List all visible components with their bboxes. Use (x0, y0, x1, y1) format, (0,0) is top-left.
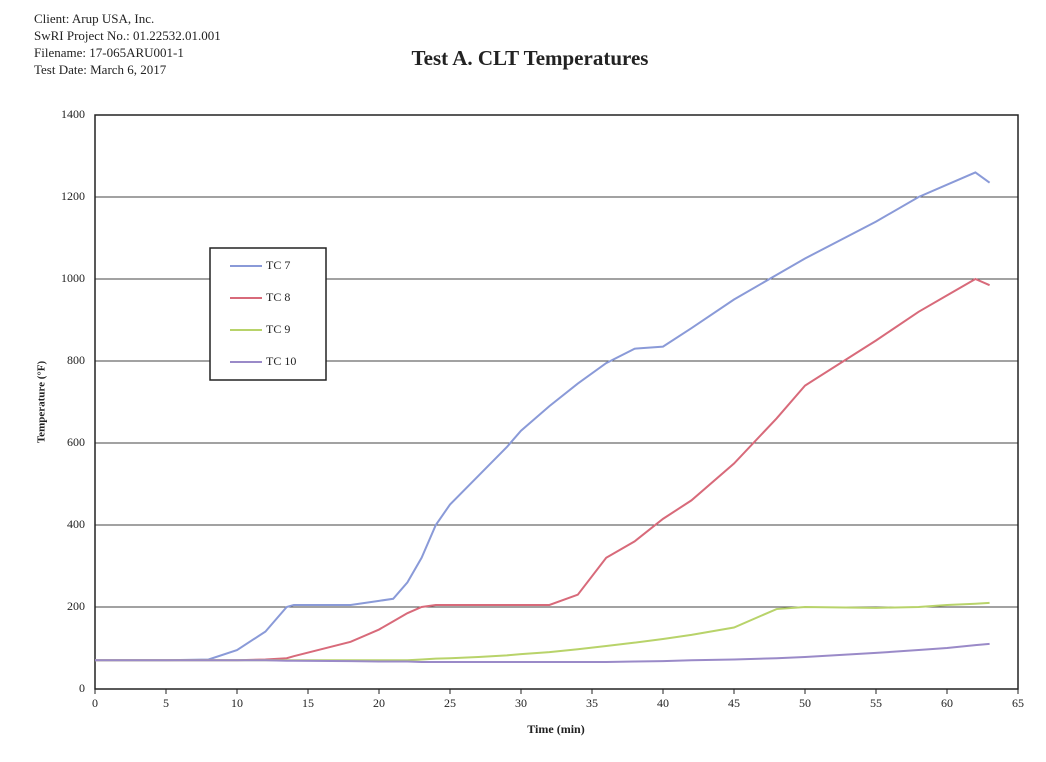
legend-label: TC 10 (266, 354, 296, 368)
x-tick-label: 5 (163, 696, 169, 710)
x-axis-label: Time (min) (527, 722, 584, 736)
y-tick-label: 400 (67, 517, 85, 531)
series-line (95, 171, 991, 662)
x-tick-label: 0 (92, 696, 98, 710)
x-tick-label: 60 (941, 696, 953, 710)
plot-frame (94, 114, 1019, 690)
x-tick-label: 15 (302, 696, 314, 710)
chart-title: Test A. CLT Temperatures (412, 46, 649, 70)
y-tick-label: 1400 (61, 107, 85, 121)
x-tick-label: 45 (728, 696, 740, 710)
y-tick-label: 600 (67, 435, 85, 449)
y-axis-label: Temperature (°F) (36, 361, 48, 444)
header-line: Test Date: March 6, 2017 (34, 62, 167, 77)
y-tick-label: 200 (67, 599, 85, 613)
x-tick-label: 55 (870, 696, 882, 710)
y-tick-label: 1000 (61, 271, 85, 285)
legend-label: TC 8 (266, 290, 290, 304)
legend-box (209, 247, 327, 381)
legend-label: TC 9 (266, 322, 290, 336)
header-line: SwRI Project No.: 01.22532.01.001 (34, 28, 221, 43)
x-tick-label: 20 (373, 696, 385, 710)
series-line (95, 277, 990, 662)
x-tick-label: 65 (1012, 696, 1024, 710)
x-tick-label: 30 (515, 696, 527, 710)
x-tick-label: 50 (799, 696, 811, 710)
series-line (95, 642, 990, 663)
x-tick-label: 25 (444, 696, 456, 710)
x-tick-label: 35 (586, 696, 598, 710)
y-tick-label: 1200 (61, 189, 85, 203)
y-tick-label: 800 (67, 353, 85, 367)
header-line: Client: Arup USA, Inc. (34, 11, 154, 26)
y-tick-label: 0 (79, 681, 85, 695)
legend-label: TC 7 (266, 258, 290, 272)
header-line: Filename: 17-065ARU001-1 (34, 45, 184, 60)
x-tick-label: 40 (657, 696, 669, 710)
x-tick-label: 10 (231, 696, 243, 710)
